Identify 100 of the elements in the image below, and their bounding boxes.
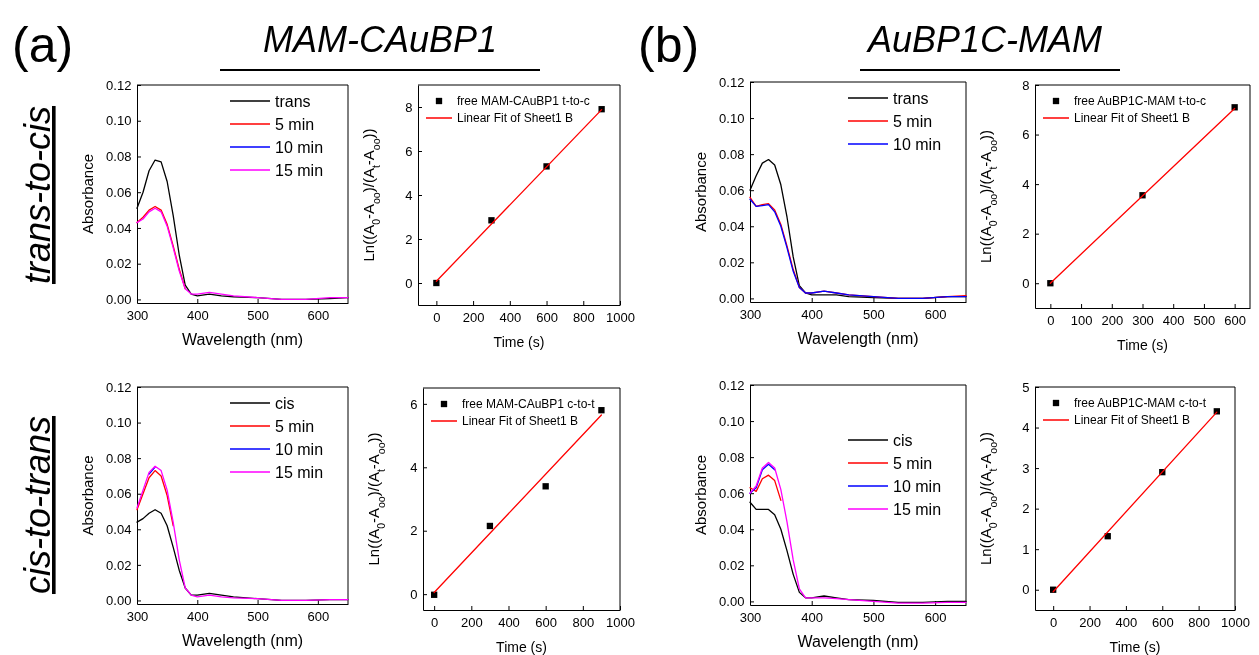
x-tick-label: 600 [1224, 313, 1246, 329]
y-tick-label: 0.06 [106, 184, 132, 200]
x-tick-label: 600 [307, 609, 330, 625]
y-tick-label: 8 [405, 99, 413, 115]
y-tick-label: 0 [405, 275, 413, 291]
text: cis-to-trans [17, 415, 58, 595]
y-tick-label: 0.12 [106, 379, 132, 395]
y-tick-label: 0.06 [719, 485, 745, 501]
y-axis-title: Absorbance [692, 151, 709, 233]
x-tick-label: 600 [924, 610, 947, 626]
y-tick-label: 0.04 [719, 218, 745, 234]
y-tick-label: 0.06 [106, 486, 132, 502]
x-tick-label: 200 [1079, 615, 1101, 631]
y-tick-label: 4 [1022, 176, 1030, 192]
x-tick-label: 600 [535, 615, 558, 631]
legend-label: 15 min [275, 161, 324, 179]
y-tick-label: 6 [405, 143, 413, 159]
legend-label: 5 min [275, 115, 315, 133]
y-tick-label: 0.08 [719, 146, 745, 162]
legend-label: Linear Fit of Sheet1 B [1074, 413, 1191, 428]
x-tick-label: 500 [1193, 313, 1216, 329]
y-tick-label: 0 [1022, 582, 1030, 598]
legend-label: free AuBP1C-MAM t-to-c [1074, 94, 1207, 109]
text: (a) [12, 17, 74, 73]
y-axis-title: Absorbance [79, 153, 96, 235]
y-tick-label: 0.00 [719, 291, 745, 307]
y-axis-title: Absorbance [692, 454, 709, 536]
x-axis-title: Time (s) [493, 334, 545, 350]
y-tick-label: 0.04 [106, 521, 132, 537]
y-tick-label: 0.02 [719, 254, 745, 270]
legend-label: cis [893, 431, 913, 449]
y-tick-label: 2 [1022, 226, 1030, 242]
x-tick-label: 100 [1070, 313, 1093, 329]
y-tick-label: 3 [1022, 460, 1030, 476]
y-tick-label: 2 [410, 523, 418, 539]
x-tick-label: 500 [863, 610, 885, 626]
y-tick-label: 0.02 [719, 557, 745, 573]
y-tick-label: 4 [410, 459, 418, 475]
y-tick-label: 0.04 [719, 521, 745, 537]
y-tick-label: 2 [1022, 501, 1030, 517]
x-tick-label: 0 [1047, 313, 1055, 329]
x-axis-title: Wavelength (nm) [181, 632, 304, 649]
x-tick-label: 800 [572, 615, 595, 631]
x-tick-label: 400 [1115, 615, 1138, 631]
y-tick-label: 0.08 [106, 149, 132, 165]
x-tick-label: 600 [536, 310, 558, 326]
y-tick-label: 0.00 [719, 594, 745, 610]
x-axis-title: Time (s) [1109, 639, 1161, 655]
y-tick-label: 0.10 [719, 413, 745, 429]
y-tick-label: 0.10 [719, 110, 745, 126]
legend-label: 5 min [893, 454, 933, 472]
x-tick-label: 600 [1151, 615, 1174, 631]
legend-label: 10 min [275, 440, 324, 458]
text: trans-to-cis [17, 105, 58, 285]
y-tick-label: 8 [1022, 77, 1030, 93]
x-tick-label: 500 [863, 307, 885, 323]
x-tick-label: 400 [186, 609, 209, 625]
y-tick-label: 0.04 [106, 220, 132, 236]
legend-label: trans [893, 89, 929, 107]
legend-label: free MAM-CAuBP1 c-to-t [462, 397, 596, 412]
y-tick-label: 0.12 [106, 77, 132, 93]
y-tick-label: 0 [410, 586, 418, 602]
legend-label: 5 min [893, 112, 933, 130]
legend-label: 10 min [275, 138, 324, 156]
x-tick-label: 0 [433, 310, 441, 326]
x-tick-label: 400 [499, 310, 522, 326]
y-tick-label: 0.08 [719, 449, 745, 465]
y-tick-label: 1 [1022, 541, 1030, 557]
legend-label: 10 min [893, 477, 942, 495]
legend-label: free MAM-CAuBP1 t-to-c [457, 94, 590, 109]
y-tick-label: 4 [1022, 420, 1030, 436]
y-tick-label: 6 [1022, 127, 1030, 143]
y-tick-label: 0.02 [106, 557, 132, 573]
y-tick-label: 4 [405, 187, 413, 203]
x-tick-label: 400 [1162, 313, 1185, 329]
y-tick-label: 0.12 [719, 377, 745, 393]
x-tick-label: 300 [1132, 313, 1154, 329]
x-tick-label: 500 [247, 609, 269, 625]
y-tick-label: 0.12 [719, 74, 745, 90]
x-tick-label: 200 [1101, 313, 1124, 329]
x-tick-label: 300 [739, 307, 762, 323]
y-tick-label: 0.10 [106, 415, 132, 431]
x-axis-title: Wavelength (nm) [797, 633, 919, 650]
x-axis-title: Time (s) [496, 639, 547, 655]
x-tick-label: 400 [801, 307, 824, 323]
x-tick-label: 300 [126, 308, 149, 324]
legend-label: 15 min [275, 463, 324, 481]
x-tick-label: 600 [307, 308, 330, 324]
x-tick-label: 400 [801, 610, 824, 626]
x-tick-label: 300 [739, 610, 762, 626]
y-tick-label: 0.02 [106, 256, 132, 272]
y-tick-label: 0.00 [106, 292, 132, 308]
y-tick-label: 2 [405, 231, 413, 247]
x-tick-label: 200 [460, 615, 483, 631]
text: MAM-CAuBP1 [262, 19, 498, 60]
legend-label: trans [275, 92, 311, 110]
y-tick-label: 0.00 [106, 593, 132, 609]
x-tick-label: 800 [572, 310, 595, 326]
x-tick-label: 1000 [606, 615, 635, 631]
x-tick-label: 200 [462, 310, 485, 326]
